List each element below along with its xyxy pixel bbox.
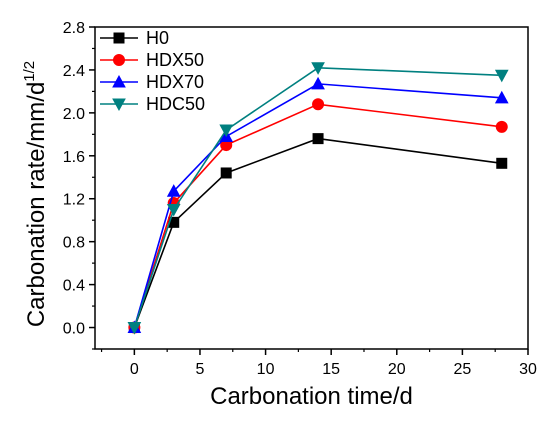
y-tick-label: 2.0 [63,106,85,123]
data-point [494,90,509,104]
series-line [133,137,502,328]
x-tick-label: 15 [322,361,340,378]
plot-frame [94,26,529,350]
legend-marker [112,74,126,88]
x-tick-label: 10 [257,361,275,378]
y-tick-label: 0.0 [63,321,85,338]
legend-entry: H0 [100,28,169,48]
legend-entry: HDX70 [100,72,204,92]
legend-marker [112,98,126,112]
legend-label: H0 [146,28,169,48]
y-tick-label: 2.4 [63,63,85,80]
y-tick-label: 0.8 [63,235,85,252]
data-point [127,322,142,335]
data-point [312,133,324,145]
legend-label: HDX50 [146,50,204,70]
x-axis-title: Carbonation time/d [210,383,413,410]
y-tick-label: 0.4 [63,278,85,295]
x-tick-label: 0 [130,361,139,378]
data-point [166,184,181,197]
series-hdx70 [127,76,509,334]
data-point [220,167,232,179]
data-point [496,157,508,169]
data-point [494,69,509,83]
data-point [311,62,325,75]
x-tick-label: 20 [388,361,406,378]
y-axis-title: Carbonation rate/mm/d1/2 [21,61,50,327]
data-point [311,76,325,90]
legend-label: HDX70 [146,72,204,92]
y-axis-title-main: Carbonation rate/mm/d [23,82,50,327]
y-tick-label: 2.8 [63,20,85,37]
data-point [495,120,508,133]
legend-marker [113,54,125,66]
legend-entry: HDX50 [100,50,204,70]
y-axis-title-superscript: 1/2 [21,61,38,82]
data-point [219,124,234,138]
data-point [312,98,325,111]
x-tick-label: 30 [519,361,537,378]
legend-marker [113,32,125,44]
legend-label: HDC50 [146,94,205,114]
data-point [166,203,181,217]
series-h0 [128,133,508,334]
y-tick-label: 1.2 [63,192,85,209]
legend-entry: HDC50 [100,94,205,114]
x-tick-label: 25 [453,361,471,378]
x-tick-label: 5 [196,361,205,378]
y-tick-label: 1.6 [63,149,85,166]
series-hdc50 [127,62,509,335]
